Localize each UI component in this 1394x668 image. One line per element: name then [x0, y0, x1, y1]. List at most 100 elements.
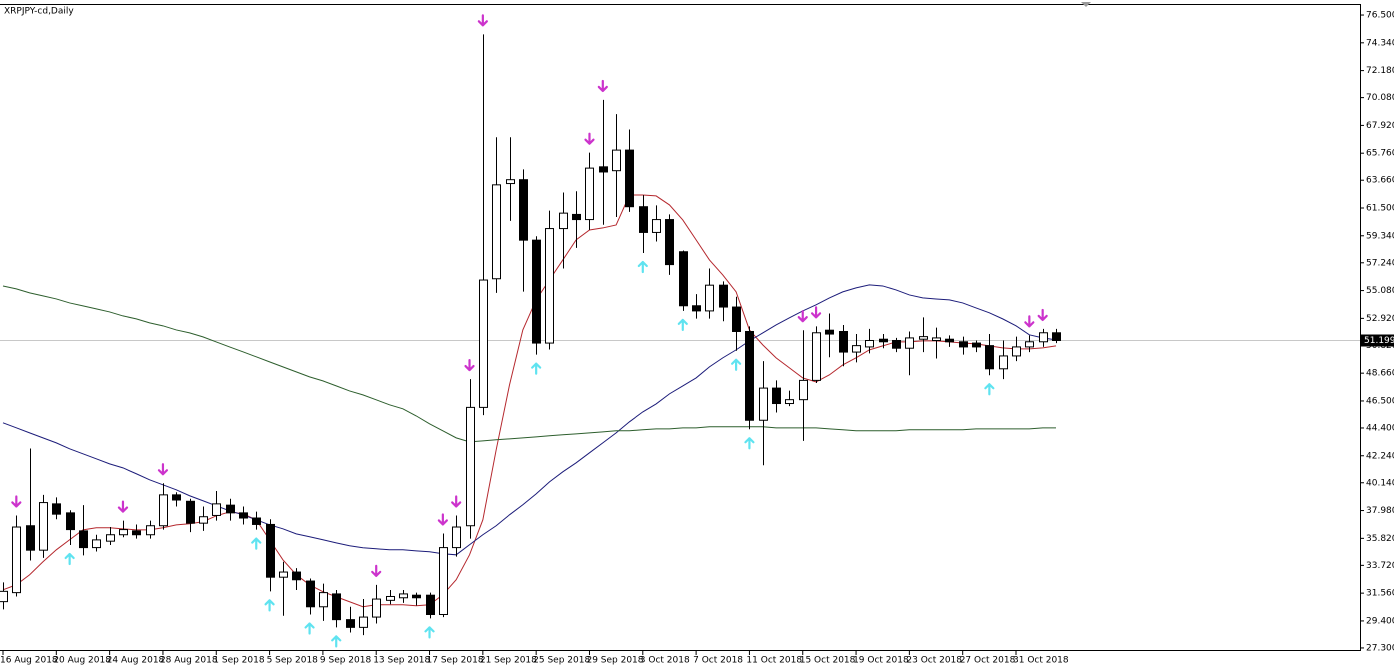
candle-body — [812, 332, 821, 381]
x-tick-label: 31 Oct 2018 — [1013, 656, 1069, 666]
y-tick-label: 59.340 — [1366, 231, 1394, 241]
fractal-arrow — [437, 513, 448, 526]
x-tick-label: 20 Aug 2018 — [53, 656, 111, 666]
candle-body — [879, 338, 888, 343]
candle-body — [639, 206, 648, 233]
candle-body — [119, 529, 128, 536]
x-tick-label: 7 Oct 2018 — [693, 656, 743, 666]
candle-body — [932, 337, 941, 341]
candle-body — [386, 595, 395, 601]
fractal-arrow — [464, 358, 475, 372]
y-tick-label: 48.660 — [1366, 369, 1394, 379]
y-tick-label: 76.500 — [1366, 11, 1394, 21]
fractal-arrow — [584, 132, 595, 145]
x-tick-label: 21 Sep 2018 — [480, 656, 537, 666]
axis-layer: 76.500 74.340 72.180 70.080 67.920 65.760 63.6… — [0, 11, 1394, 666]
x-tick-label: 25 Sep 2018 — [533, 656, 590, 666]
fractal-arrow — [117, 500, 129, 513]
candle-body — [306, 580, 315, 608]
candle-body — [572, 213, 581, 221]
fractal-arrow — [597, 79, 608, 93]
fractal-arrow — [677, 318, 688, 332]
candle-body — [292, 571, 301, 581]
fractal-arrow — [424, 626, 435, 639]
candle-body — [545, 228, 554, 344]
candle-body — [692, 305, 701, 312]
fractal-arrow — [744, 437, 755, 450]
y-tick-label: 52.920 — [1366, 314, 1394, 324]
x-tick-label: 27 Oct 2018 — [960, 656, 1016, 666]
candle-body — [665, 219, 674, 266]
x-tick-label: 29 Sep 2018 — [586, 656, 643, 666]
candle-body — [1025, 341, 1034, 348]
candle-body — [106, 534, 115, 542]
candle-body — [239, 512, 248, 519]
candle-body — [39, 502, 48, 551]
x-tick-label: 16 Aug 2018 — [0, 656, 58, 666]
fractal-arrow — [731, 358, 742, 371]
candle-body — [252, 517, 261, 525]
candle-body — [492, 184, 501, 280]
candle-body — [652, 219, 661, 233]
y-tick-label: 74.340 — [1366, 38, 1394, 48]
fractal-arrow — [11, 495, 22, 508]
moving-average-line — [2, 285, 1056, 443]
candle-body — [132, 530, 141, 536]
candle-body — [479, 279, 488, 408]
candle-body — [559, 212, 568, 230]
candle-body — [705, 284, 714, 312]
y-tick-label: 55.080 — [1366, 286, 1394, 296]
candle-body — [732, 306, 741, 332]
candle-body — [519, 179, 528, 241]
candle-body — [799, 379, 808, 401]
fractal-arrow — [331, 635, 342, 648]
candle-body — [919, 336, 928, 340]
x-tick-label: 15 Oct 2018 — [800, 656, 856, 666]
y-tick-label: 67.920 — [1366, 121, 1394, 131]
y-tick-label: 27.300 — [1366, 643, 1394, 653]
last-price-label: 51.199 — [1364, 336, 1394, 346]
candle-body — [599, 166, 608, 173]
candle-body — [439, 547, 448, 615]
candle-body — [319, 592, 328, 608]
fractal-arrow — [64, 552, 75, 566]
candle-body — [1012, 346, 1021, 357]
candle-body — [719, 284, 728, 308]
candle-body — [905, 337, 914, 349]
candle-body — [839, 330, 848, 353]
y-tick-label: 31.560 — [1366, 589, 1394, 599]
fractal-arrow — [304, 622, 315, 635]
fractal-arrow — [1024, 315, 1035, 328]
y-tick-label: 42.240 — [1366, 451, 1394, 461]
candle-body — [372, 598, 381, 618]
candle-body — [79, 530, 88, 549]
moving-average-line — [2, 194, 1057, 608]
candle-body — [585, 167, 594, 221]
candle-body — [745, 330, 754, 421]
candle-body — [426, 594, 435, 615]
y-tick-label: 63.660 — [1366, 176, 1394, 186]
candle-body — [0, 590, 8, 603]
candle-layer — [0, 34, 1061, 636]
fractal-arrow — [797, 310, 808, 323]
candle-body — [785, 399, 794, 405]
candle-body — [972, 342, 981, 348]
y-tick-label: 72.180 — [1366, 66, 1394, 76]
candle-body — [186, 500, 195, 524]
fractal-arrow — [264, 599, 275, 612]
x-tick-label: 1 Sep 2018 — [213, 656, 265, 666]
y-tick-label: 40.140 — [1366, 478, 1394, 488]
candle-body — [146, 525, 155, 536]
candle-body — [332, 593, 341, 621]
x-tick-label: 28 Aug 2018 — [160, 656, 218, 666]
x-tick-label: 3 Oct 2018 — [640, 656, 690, 666]
candle-body — [279, 571, 288, 578]
overlay-layer — [0, 194, 1360, 608]
y-tick-label: 57.240 — [1366, 258, 1394, 268]
last-price-box — [1361, 334, 1394, 347]
fractal-arrow — [984, 383, 995, 396]
fractal-arrow — [637, 260, 648, 274]
y-tick-label: 46.500 — [1366, 396, 1394, 406]
candle-body — [26, 525, 35, 551]
